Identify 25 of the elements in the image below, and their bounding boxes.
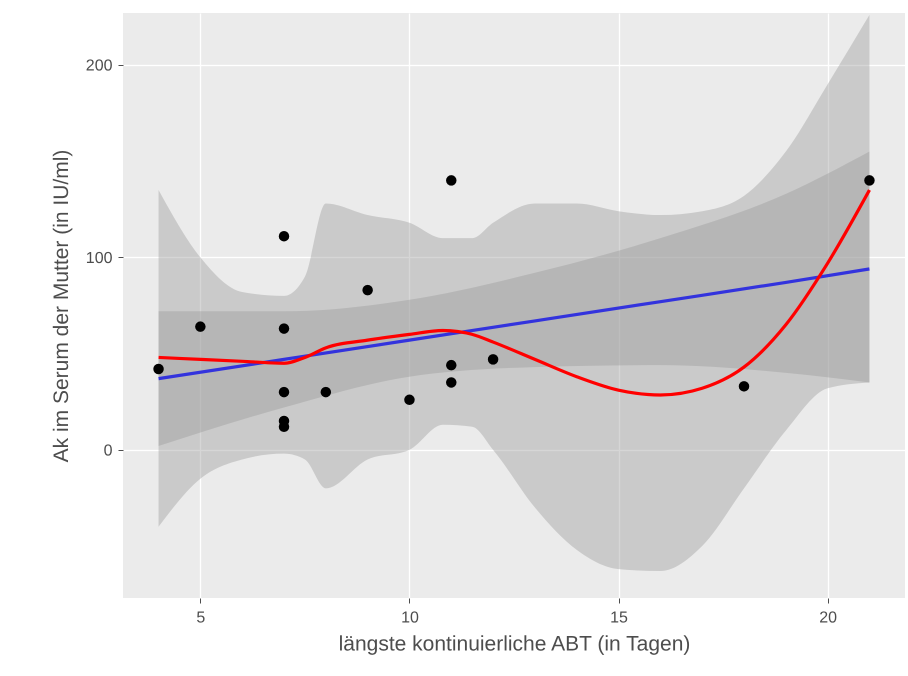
y-tick-label: 0 — [104, 442, 113, 460]
x-tick-label: 5 — [196, 610, 206, 626]
point — [278, 386, 290, 398]
y-tick-label: 100 — [86, 250, 113, 267]
point — [195, 321, 206, 332]
point — [488, 354, 498, 365]
line-series — [156, 188, 872, 397]
point — [864, 175, 875, 186]
point — [320, 386, 332, 398]
point — [278, 230, 290, 242]
y-axis-title: Ak im Serum der Mutter (in IU/ml) — [50, 150, 73, 462]
point — [446, 377, 457, 388]
x-tick-label: 20 — [819, 610, 838, 626]
point — [362, 284, 373, 296]
line-series — [156, 267, 872, 380]
point — [278, 323, 290, 334]
x-tick-label: 15 — [610, 610, 628, 626]
y-tick-label: 200 — [86, 57, 113, 74]
x-tick-label: 10 — [401, 610, 419, 626]
point — [446, 360, 457, 370]
point — [446, 175, 457, 186]
point — [738, 381, 750, 392]
point — [153, 364, 164, 374]
x-axis-title: längste kontinuierliche ABT (in Tagen) — [338, 632, 690, 656]
point — [404, 394, 415, 406]
